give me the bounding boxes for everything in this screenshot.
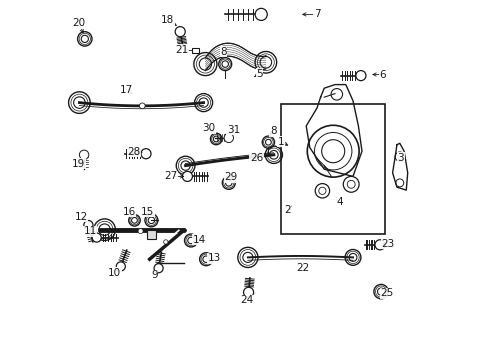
Circle shape — [79, 150, 89, 159]
Text: 28: 28 — [127, 147, 141, 157]
Circle shape — [175, 27, 185, 37]
Text: 23: 23 — [382, 239, 395, 249]
Bar — [192, 48, 199, 53]
Text: 7: 7 — [314, 9, 320, 19]
Bar — [281, 104, 386, 234]
Text: 25: 25 — [381, 288, 394, 298]
Text: 15: 15 — [141, 207, 154, 217]
Text: 17: 17 — [121, 85, 134, 95]
Text: 4: 4 — [336, 197, 343, 207]
Text: 31: 31 — [227, 125, 240, 135]
Text: 10: 10 — [108, 268, 121, 278]
Text: 20: 20 — [72, 18, 85, 28]
Circle shape — [356, 71, 366, 81]
Text: 5: 5 — [256, 69, 263, 79]
Text: 30: 30 — [202, 123, 216, 133]
Circle shape — [375, 240, 385, 250]
Circle shape — [92, 233, 101, 242]
Text: 26: 26 — [250, 153, 263, 163]
Circle shape — [255, 8, 267, 21]
Text: 9: 9 — [151, 270, 158, 280]
Circle shape — [154, 264, 163, 273]
Text: 11: 11 — [84, 226, 97, 236]
Text: 8: 8 — [220, 47, 227, 57]
Circle shape — [84, 220, 93, 230]
Text: 16: 16 — [122, 207, 136, 217]
Text: 27: 27 — [165, 171, 178, 181]
Circle shape — [244, 287, 254, 297]
Text: 6: 6 — [379, 69, 386, 80]
Circle shape — [141, 149, 151, 159]
Circle shape — [138, 229, 143, 234]
Text: 19: 19 — [72, 159, 85, 169]
Circle shape — [224, 133, 233, 143]
Text: 8: 8 — [270, 126, 276, 136]
Text: 21: 21 — [175, 45, 189, 55]
Bar — [147, 230, 156, 239]
Text: 1: 1 — [278, 137, 284, 147]
Text: 3: 3 — [397, 153, 404, 163]
Circle shape — [116, 262, 125, 271]
Text: 18: 18 — [161, 15, 174, 25]
Circle shape — [182, 171, 193, 181]
Text: 14: 14 — [193, 235, 206, 245]
Text: 29: 29 — [225, 172, 238, 183]
Text: 12: 12 — [74, 212, 88, 222]
Text: 22: 22 — [296, 263, 309, 273]
Text: 24: 24 — [240, 295, 253, 305]
Text: 13: 13 — [208, 253, 221, 264]
Circle shape — [140, 103, 145, 109]
Circle shape — [164, 240, 168, 244]
Text: 2: 2 — [284, 204, 291, 215]
